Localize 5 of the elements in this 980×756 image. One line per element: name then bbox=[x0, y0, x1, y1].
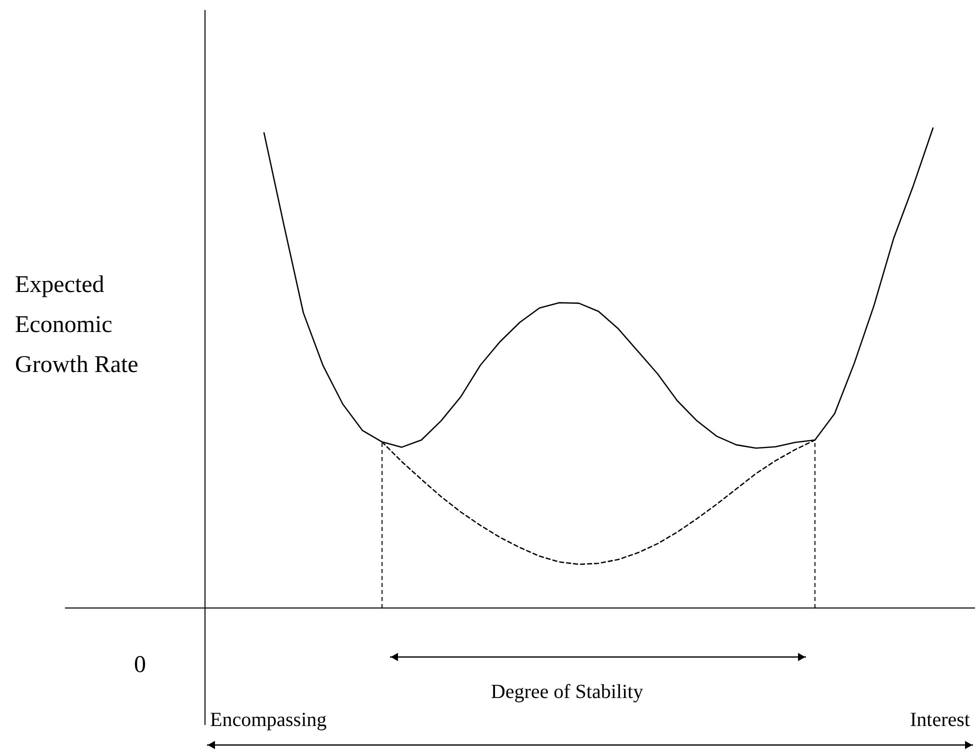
text: Encompassing bbox=[210, 709, 327, 731]
text: Interest bbox=[910, 709, 970, 731]
text: Degree of Stability bbox=[490, 681, 644, 703]
text: 0 bbox=[134, 652, 146, 678]
y-axis-title: Expected Economic Growth Rate bbox=[15, 272, 138, 378]
